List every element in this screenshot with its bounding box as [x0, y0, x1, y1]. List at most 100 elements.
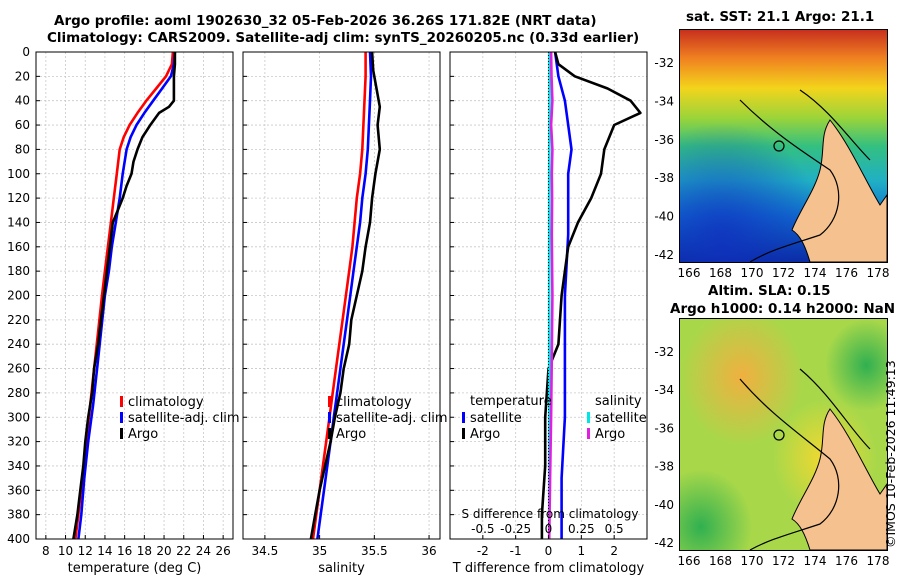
y-tick-label: 340 [7, 459, 30, 473]
x-tick-label: 22 [176, 544, 191, 558]
x-axis-label: temperature (deg C) [68, 561, 202, 576]
y-tick-label: 360 [7, 483, 30, 497]
s-tick-label: -0.25 [500, 522, 531, 536]
y-tick-label: 180 [7, 264, 30, 278]
map-lon-label: 170 [741, 266, 764, 280]
legend-swatch [328, 428, 331, 439]
map-lat-label: -42 [654, 248, 674, 262]
map-lon-label: 176 [835, 554, 858, 568]
legend-swatch [120, 412, 123, 423]
x-tick-label: 12 [78, 544, 93, 558]
legend-label: satellite-adj. clim [336, 411, 448, 426]
series-t-argo [540, 51, 642, 539]
x-tick-label: 2 [610, 544, 618, 558]
s-tick-label: -0.5 [471, 522, 494, 536]
map-lat-label: -40 [654, 498, 674, 512]
y-tick-label: 60 [15, 118, 30, 132]
legend-label: satellite [595, 411, 647, 426]
legend-swatch [120, 396, 123, 407]
x-tick-label: 10 [58, 544, 73, 558]
x-tick-label: 8 [42, 544, 50, 558]
x-tick-label: 16 [117, 544, 132, 558]
map-lon-label: 174 [804, 266, 827, 280]
temperature-panel: 8 10 12 14 16 18 20 22 24 26020406080100120140160… [7, 45, 240, 576]
legend-label: Argo [128, 427, 158, 442]
x-tick-label: -1 [510, 544, 522, 558]
series-argo [309, 51, 382, 540]
legend-label: Argo [595, 427, 625, 442]
legend-swatch [120, 428, 123, 439]
x-axis-label: salinity [318, 561, 365, 576]
series-argo [72, 52, 177, 540]
map-lat-label: -36 [654, 421, 674, 435]
y-tick-label: 260 [7, 362, 30, 376]
s-tick-label: 0.25 [568, 522, 595, 536]
legend-swatch [462, 428, 465, 439]
map-lon-label: 174 [804, 554, 827, 568]
map-lat-label: -32 [654, 345, 674, 359]
legend-label: satellite [470, 411, 522, 426]
map-lat-label: -34 [654, 94, 674, 108]
legend-label: climatology [336, 395, 412, 410]
y-tick-label: 320 [7, 435, 30, 449]
y-tick-label: 300 [7, 410, 30, 424]
y-tick-label: 400 [7, 532, 30, 546]
x-tick-label: 0 [545, 544, 553, 558]
map-lon-label: 168 [709, 554, 732, 568]
y-tick-label: 220 [7, 313, 30, 327]
map-lat-label: -36 [654, 133, 674, 147]
x-axis-label: T difference from climatology [452, 561, 645, 576]
legend-swatch [328, 396, 331, 407]
legend-swatch [587, 412, 590, 423]
difference-panel: -2 -1 0 1 2 T difference from climatology S di… [449, 51, 648, 576]
y-tick-label: 20 [15, 69, 30, 83]
map-lon-label: 172 [772, 554, 795, 568]
map-lon-label: 178 [867, 554, 890, 568]
map2-title-line2: Argo h1000: 0.14 h2000: NaN [670, 301, 896, 317]
map1-title: sat. SST: 21.1 Argo: 21.1 [686, 9, 875, 25]
legend-label: Argo [336, 427, 366, 442]
y-tick-label: 0 [22, 45, 30, 59]
map-lon-label: 168 [709, 266, 732, 280]
map-lon-label: 172 [772, 266, 795, 280]
x-tick-label: 1 [578, 544, 586, 558]
s-tick-label: 0.5 [605, 522, 624, 536]
y-tick-label: 100 [7, 167, 30, 181]
x-tick-label: 35 [312, 544, 327, 558]
legend-swatch [587, 428, 590, 439]
x-tick-label: 20 [156, 544, 171, 558]
map-lon-label: 166 [678, 554, 701, 568]
map-lon-label: 166 [678, 266, 701, 280]
y-tick-label: 200 [7, 289, 30, 303]
s-axis-label: S difference from climatology [462, 507, 639, 521]
y-tick-label: 120 [7, 191, 30, 205]
s-tick-label: 0 [545, 522, 553, 536]
legend-label: satellite-adj. clim [128, 411, 240, 426]
map-lat-label: -34 [654, 383, 674, 397]
watermark: ©IMOS 10-Feb-2026 11:49:13 [883, 360, 898, 548]
x-tick-label: 14 [97, 544, 112, 558]
map-lat-label: -42 [654, 536, 674, 550]
salinity-panel: 34.5 35 35.5 36 salinity climatologysatellite… [242, 51, 448, 576]
map-lat-label: -38 [654, 460, 674, 474]
x-tick-label: 35.5 [361, 544, 388, 558]
legend-label: Argo [470, 427, 500, 442]
sst-map [679, 29, 888, 263]
legend-swatch [462, 412, 465, 423]
x-tick-label: 24 [196, 544, 211, 558]
y-tick-label: 280 [7, 386, 30, 400]
map2-title-line1: Altim. SLA: 0.15 [708, 283, 831, 299]
legend-title-temperature: temperature [470, 394, 552, 409]
map-lat-label: -38 [654, 171, 674, 185]
y-tick-label: 380 [7, 508, 30, 522]
x-tick-label: 26 [216, 544, 231, 558]
x-tick-label: 18 [137, 544, 152, 558]
header-line2: Climatology: CARS2009. Satellite-adj cli… [47, 30, 640, 46]
y-tick-label: 80 [15, 142, 30, 156]
legend-swatch [328, 412, 331, 423]
map-lon-label: 176 [835, 266, 858, 280]
legend-label: climatology [128, 395, 204, 410]
y-tick-label: 160 [7, 240, 30, 254]
series-climatology [311, 52, 367, 540]
